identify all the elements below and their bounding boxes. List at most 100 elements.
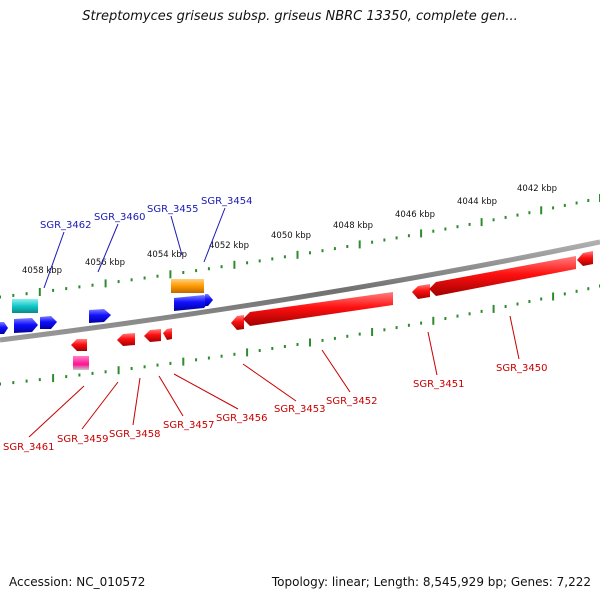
lower-scale-minor-tick [420,321,423,325]
gene-label-sgr-3461[interactable]: SGR_3461 [3,442,55,453]
upper-scale-minor-tick [283,255,286,259]
gene-label-sgr-3452[interactable]: SGR_3452 [326,396,378,407]
gene-red-7[interactable] [412,284,430,299]
lower-scale-minor-tick [12,381,15,385]
kbp-label-4052: 4052 kbp [209,241,249,251]
upper-scale-minor-tick [346,245,349,248]
gene-label-sgr-3457[interactable]: SGR_3457 [163,420,215,431]
upper-scale-major-tick [420,229,423,238]
lower-scale-minor-tick [444,317,447,320]
gene-label-sgr-3451[interactable]: SGR_3451 [413,379,465,390]
lower-scale-minor-tick [321,338,324,342]
gene-label-sgr-3453[interactable]: SGR_3453 [274,404,326,415]
forward-genes[interactable] [0,279,213,334]
lower-scale-minor-tick [233,352,236,356]
upper-scale-minor-tick [528,211,531,215]
gene-label-sgr-3459[interactable]: SGR_3459 [57,434,109,445]
upper-scale-major-tick [358,240,361,249]
accession-text: Accession: NC_010572 [9,575,146,589]
gene-label-sgr-3456[interactable]: SGR_3456 [216,413,268,424]
upper-scale-minor-tick [182,271,185,274]
gene-red-8[interactable] [429,256,576,296]
chromosome-backbone [0,239,600,343]
kbp-label-4058: 4058 kbp [22,266,62,276]
lower-scale-major-tick [309,338,311,347]
gene-red-2[interactable] [117,333,135,346]
lower-scale-minor-tick [346,334,349,338]
gene-red-1[interactable] [71,339,87,351]
gene-blue-5[interactable] [174,295,210,311]
upper-scale-minor-tick [195,269,198,273]
upper-scale-major-tick [104,279,107,288]
gene-red-9[interactable] [577,251,593,266]
lower-scale-minor-tick [258,349,261,352]
upper-leaders [43,207,226,289]
upper-scale-minor-tick [309,251,311,255]
lower-scale-minor-tick [333,336,336,340]
gene-red-3[interactable] [144,329,161,342]
gene-label-sgr-3460[interactable]: SGR_3460 [94,212,146,223]
lower-scale-minor-tick [104,370,107,374]
gene-red-6[interactable] [243,292,393,326]
lower-scale-major-tick [117,366,120,375]
gene-label-sgr-3455[interactable]: SGR_3455 [147,204,199,215]
gene-red-5[interactable] [231,315,244,330]
upper-scale-minor-tick [321,249,324,253]
upper-scale-minor-tick [52,288,55,292]
gene-label-sgr-3458[interactable]: SGR_3458 [109,429,161,440]
upper-gene-labels: SGR_3462 SGR_3460 SGR_3455 SGR_3454 [40,196,253,231]
gene-label-sgr-3450[interactable]: SGR_3450 [496,363,548,374]
gene-cyan[interactable] [12,299,38,313]
upper-scale-minor-tick [271,257,274,261]
kbp-labels: 4042 kbp 4044 kbp 4046 kbp 4048 kbp 4050… [22,184,557,276]
gene-blue-6[interactable] [205,294,213,306]
upper-scale-minor-tick [444,227,447,231]
upper-scale-minor-tick [220,265,223,269]
upper-scale-minor-tick [333,247,336,251]
upper-scale-minor-tick [130,278,133,282]
lower-gene-labels: SGR_3461 SGR_3459 SGR_3458 SGR_3457 SGR_… [3,363,548,453]
lower-scale-minor-tick [480,309,483,313]
kbp-label-4046: 4046 kbp [395,210,435,220]
kbp-label-4048: 4048 kbp [333,221,373,231]
lower-scale-minor-tick [407,323,410,327]
gene-label-sgr-3454[interactable]: SGR_3454 [201,196,253,207]
upper-scale-ticks [0,194,600,299]
upper-scale-minor-tick [492,218,495,222]
lower-scale-minor-tick [296,343,299,346]
reverse-genes[interactable] [71,251,593,370]
gene-blue-3[interactable] [40,316,57,329]
gene-blue-4[interactable] [89,309,111,323]
lower-scale-minor-tick [575,289,578,293]
lower-scale-minor-tick [468,312,471,316]
upper-scale-major-tick [540,206,543,215]
lower-scale-minor-tick [25,379,28,383]
upper-scale-major-tick [233,260,236,269]
upper-scale-minor-tick [12,293,15,297]
gene-label-sgr-3462[interactable]: SGR_3462 [40,220,92,231]
kbp-label-4044: 4044 kbp [457,197,497,207]
lower-scale-ticks [0,284,600,386]
lower-scale-minor-tick [169,361,172,365]
upper-scale-minor-tick [395,236,398,240]
upper-scale-minor-tick [371,240,374,244]
kbp-label-4054: 4054 kbp [147,250,187,260]
lower-scale-major-tick [371,328,374,336]
upper-scale-minor-tick [207,267,210,271]
lower-scale-minor-tick [587,287,590,291]
gene-red-4[interactable] [163,328,172,340]
upper-scale-minor-tick [156,274,159,278]
lower-scale-minor-tick [195,358,198,362]
lower-scale-minor-tick [91,371,94,375]
gene-pink[interactable] [73,356,89,370]
lower-scale-minor-tick [156,363,159,367]
upper-scale-minor-tick [91,283,94,287]
lower-scale-major-tick [182,357,185,366]
upper-scale-minor-tick [432,229,435,233]
gene-orange[interactable] [171,279,204,293]
upper-scale-minor-tick [516,213,519,217]
lower-scale-minor-tick [65,375,68,379]
gene-blue-2[interactable] [14,318,38,333]
gene-blue-1[interactable] [0,322,8,334]
